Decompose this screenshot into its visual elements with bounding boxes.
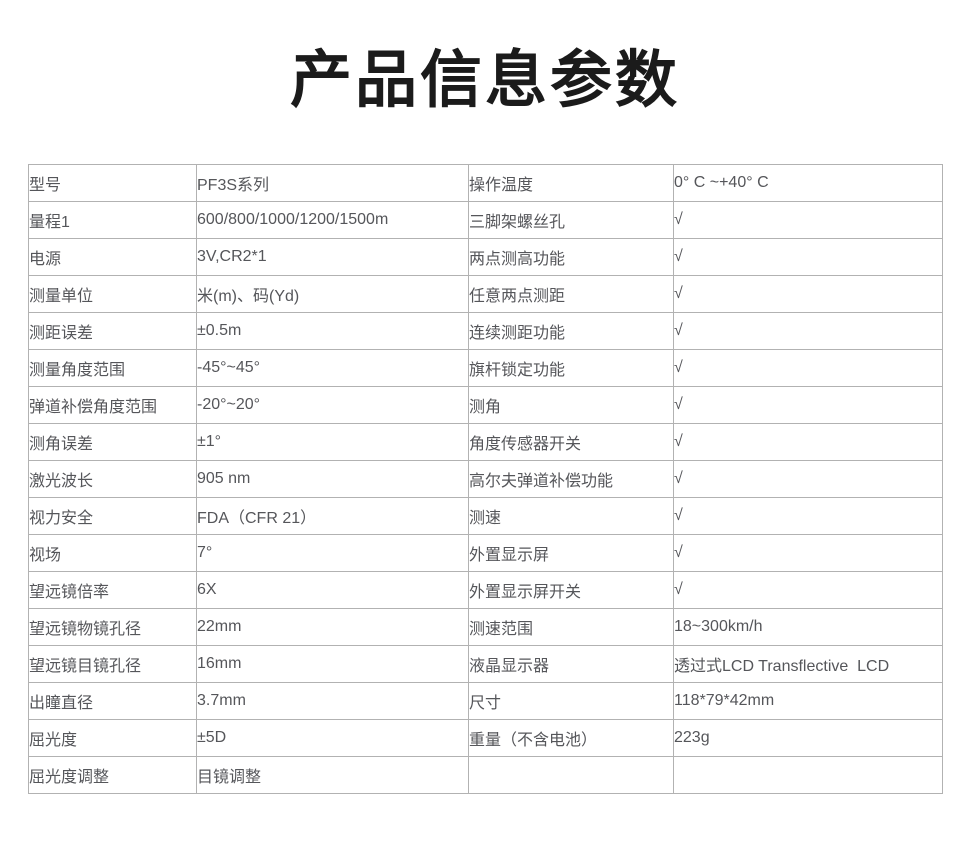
spec-value: FDA（CFR 21） bbox=[196, 497, 469, 535]
spec-value: 905 nm bbox=[196, 460, 469, 498]
table-row: 量程1 600/800/1000/1200/1500m 三脚架螺丝孔 √ bbox=[28, 201, 943, 239]
spec-value: ±5D bbox=[196, 719, 469, 757]
spec-table-body: 型号 PF3S系列 操作温度 0° C ~+40° C 量程1 600/800/… bbox=[28, 164, 943, 794]
spec-label: 任意两点测距 bbox=[468, 275, 674, 313]
spec-value: √ bbox=[673, 201, 943, 239]
spec-label: 测量角度范围 bbox=[28, 349, 197, 387]
spec-value: 7° bbox=[196, 534, 469, 572]
table-row: 测量单位 米(m)、码(Yd) 任意两点测距 √ bbox=[28, 275, 943, 313]
spec-label: 望远镜物镜孔径 bbox=[28, 608, 197, 646]
spec-value: 22mm bbox=[196, 608, 469, 646]
spec-value: 3.7mm bbox=[196, 682, 469, 720]
table-row: 视力安全 FDA（CFR 21） 测速 √ bbox=[28, 497, 943, 535]
spec-value: √ bbox=[673, 571, 943, 609]
page-title: 产品信息参数 bbox=[289, 46, 680, 115]
spec-value: 米(m)、码(Yd) bbox=[196, 275, 469, 313]
table-row: 型号 PF3S系列 操作温度 0° C ~+40° C bbox=[28, 164, 943, 202]
spec-value: 透过式LCD Transflective LCD bbox=[673, 645, 943, 683]
spec-value: 6X bbox=[196, 571, 469, 609]
spec-label: 操作温度 bbox=[468, 164, 674, 202]
spec-label: 测角 bbox=[468, 386, 674, 424]
table-row: 激光波长 905 nm 高尔夫弹道补偿功能 √ bbox=[28, 460, 943, 498]
spec-label: 测距误差 bbox=[28, 312, 197, 350]
spec-label: 视力安全 bbox=[28, 497, 197, 535]
spec-value: -20°~20° bbox=[196, 386, 469, 424]
table-row: 出瞳直径 3.7mm 尺寸 118*79*42mm bbox=[28, 682, 943, 720]
spec-label: 三脚架螺丝孔 bbox=[468, 201, 674, 239]
table-row: 弹道补偿角度范围 -20°~20° 测角 √ bbox=[28, 386, 943, 424]
spec-label: 尺寸 bbox=[468, 682, 674, 720]
spec-label: 连续测距功能 bbox=[468, 312, 674, 350]
spec-value: -45°~45° bbox=[196, 349, 469, 387]
spec-label: 量程1 bbox=[28, 201, 197, 239]
spec-label: 型号 bbox=[28, 164, 197, 202]
spec-label: 望远镜倍率 bbox=[28, 571, 197, 609]
spec-value bbox=[673, 756, 943, 794]
spec-label: 外置显示屏开关 bbox=[468, 571, 674, 609]
spec-value: √ bbox=[673, 534, 943, 572]
spec-label: 视场 bbox=[28, 534, 197, 572]
spec-label: 出瞳直径 bbox=[28, 682, 197, 720]
spec-label: 激光波长 bbox=[28, 460, 197, 498]
table-row: 测距误差 ±0.5m 连续测距功能 √ bbox=[28, 312, 943, 350]
spec-value: 3V,CR2*1 bbox=[196, 238, 469, 276]
spec-label: 旗杆锁定功能 bbox=[468, 349, 674, 387]
spec-value: ±0.5m bbox=[196, 312, 469, 350]
spec-label: 测速 bbox=[468, 497, 674, 535]
spec-label: 角度传感器开关 bbox=[468, 423, 674, 461]
spec-label: 测量单位 bbox=[28, 275, 197, 313]
spec-value: 118*79*42mm bbox=[673, 682, 943, 720]
table-row: 望远镜目镜孔径 16mm 液晶显示器 透过式LCD Transflective … bbox=[28, 645, 943, 683]
table-row: 电源 3V,CR2*1 两点测高功能 √ bbox=[28, 238, 943, 276]
spec-value: 0° C ~+40° C bbox=[673, 164, 943, 202]
table-row: 测角误差 ±1° 角度传感器开关 √ bbox=[28, 423, 943, 461]
spec-label: 液晶显示器 bbox=[468, 645, 674, 683]
table-row: 望远镜倍率 6X 外置显示屏开关 √ bbox=[28, 571, 943, 609]
spec-label: 屈光度 bbox=[28, 719, 197, 757]
spec-value: 18~300km/h bbox=[673, 608, 943, 646]
spec-label: 弹道补偿角度范围 bbox=[28, 386, 197, 424]
spec-value: √ bbox=[673, 460, 943, 498]
spec-value: 16mm bbox=[196, 645, 469, 683]
table-row: 视场 7° 外置显示屏 √ bbox=[28, 534, 943, 572]
table-row: 屈光度 ±5D 重量（不含电池） 223g bbox=[28, 719, 943, 757]
table-row: 测量角度范围 -45°~45° 旗杆锁定功能 √ bbox=[28, 349, 943, 387]
spec-value: 223g bbox=[673, 719, 943, 757]
spec-value: √ bbox=[673, 275, 943, 313]
spec-label: 测角误差 bbox=[28, 423, 197, 461]
spec-value: ±1° bbox=[196, 423, 469, 461]
spec-label: 屈光度调整 bbox=[28, 756, 197, 794]
spec-label: 高尔夫弹道补偿功能 bbox=[468, 460, 674, 498]
spec-label: 电源 bbox=[28, 238, 197, 276]
spec-value: PF3S系列 bbox=[196, 164, 469, 202]
spec-label: 外置显示屏 bbox=[468, 534, 674, 572]
spec-value: √ bbox=[673, 349, 943, 387]
spec-label: 测速范围 bbox=[468, 608, 674, 646]
spec-value: √ bbox=[673, 386, 943, 424]
spec-value: 目镜调整 bbox=[196, 756, 469, 794]
spec-label: 望远镜目镜孔径 bbox=[28, 645, 197, 683]
table-row: 屈光度调整 目镜调整 bbox=[28, 756, 943, 794]
spec-value: √ bbox=[673, 497, 943, 535]
spec-value: √ bbox=[673, 238, 943, 276]
spec-label bbox=[468, 756, 674, 794]
spec-value: √ bbox=[673, 312, 943, 350]
spec-value: √ bbox=[673, 423, 943, 461]
table-row: 望远镜物镜孔径 22mm 测速范围 18~300km/h bbox=[28, 608, 943, 646]
spec-table: 型号 PF3S系列 操作温度 0° C ~+40° C 量程1 600/800/… bbox=[28, 164, 943, 794]
spec-label: 两点测高功能 bbox=[468, 238, 674, 276]
spec-label: 重量（不含电池） bbox=[468, 719, 674, 757]
spec-value: 600/800/1000/1200/1500m bbox=[196, 201, 469, 239]
